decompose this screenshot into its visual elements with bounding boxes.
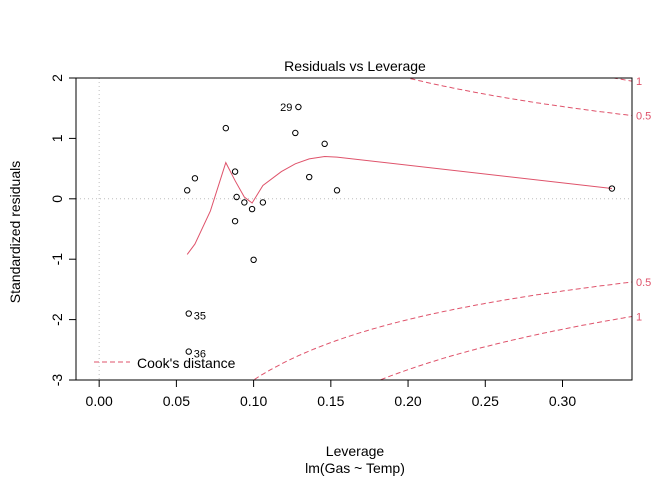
data-point-5 [191, 175, 199, 182]
x-tick-label-3: 0.15 [317, 393, 344, 409]
x-tick-label-4: 0.20 [394, 393, 421, 409]
cooks-label-upper-1: 1 [636, 76, 642, 88]
data-point-11 [241, 199, 248, 206]
x-axis: 0.00 0.05 0.10 0.15 0.20 0.25 0.30 [86, 379, 576, 409]
point-label-36: 36 [194, 349, 206, 361]
chart-subtitle: lm(Gas ~ Temp) [305, 460, 405, 476]
y-tick-label-0: -3 [49, 374, 65, 387]
data-point-8 [333, 187, 341, 194]
data-point-15 [250, 256, 257, 264]
data-point-16 [185, 310, 192, 317]
chart-title: Residuals vs Leverage [284, 58, 426, 74]
data-point-12 [259, 199, 267, 206]
cooks-label-lower-0.5: 0.5 [636, 277, 651, 289]
x-tick-label-6: 0.30 [549, 393, 576, 409]
cooks-contour-lower-1 [378, 316, 632, 380]
data-point-13 [248, 205, 256, 213]
data-point-0 [295, 103, 302, 111]
data-point-4 [231, 168, 239, 175]
data-points [184, 103, 616, 355]
data-point-6 [306, 173, 313, 181]
data-point-10 [233, 193, 240, 201]
cooks-contour-upper-0.5 [406, 78, 632, 117]
data-point-3 [321, 140, 328, 148]
y-tick-label-1: -2 [49, 313, 65, 326]
y-axis-label: Standardized residuals [7, 161, 23, 303]
legend-cooks-label: Cook's distance [137, 355, 236, 371]
data-point-1 [222, 124, 230, 132]
point-label-35: 35 [194, 311, 206, 323]
legend: Cook's distance [94, 355, 236, 371]
y-axis: -3 -2 -1 0 1 2 [49, 74, 77, 387]
cooks-label-upper-0.5: 0.5 [636, 111, 651, 123]
x-tick-label-0: 0.00 [86, 393, 113, 409]
y-tick-label-5: 2 [49, 74, 65, 82]
cooks-contour-lower-0.5 [252, 281, 632, 380]
x-tick-label-1: 0.05 [163, 393, 190, 409]
cooks-label-lower-1: 1 [636, 311, 642, 323]
y-tick-label-4: 1 [49, 134, 65, 142]
smoother-line-group [186, 155, 612, 255]
y-tick-label-3: 0 [49, 195, 65, 203]
x-axis-label: Leverage [326, 443, 385, 459]
data-point-2 [292, 129, 299, 137]
cooks-distance-contours [252, 78, 632, 380]
point-label-29: 29 [280, 102, 292, 114]
smoother-line [186, 155, 612, 255]
data-point-7 [184, 187, 191, 194]
cooks-contour-labels: 0.5 0.5 1 1 [636, 76, 651, 323]
reference-lines [76, 78, 632, 380]
y-tick-label-2: -1 [49, 253, 65, 266]
plot-frame [75, 77, 633, 381]
x-tick-label-5: 0.25 [472, 393, 499, 409]
x-tick-label-2: 0.10 [240, 393, 267, 409]
data-point-9 [608, 185, 616, 192]
data-point-14 [231, 217, 239, 225]
point-labels: 29 35 36 [194, 102, 293, 361]
data-point-17 [185, 348, 192, 355]
